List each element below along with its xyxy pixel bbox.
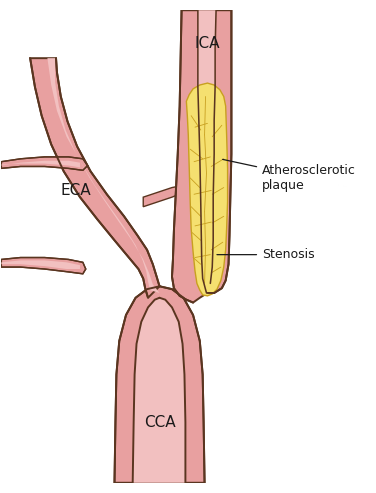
Text: ECA: ECA bbox=[61, 183, 91, 198]
Polygon shape bbox=[2, 260, 80, 269]
Polygon shape bbox=[47, 58, 159, 293]
Polygon shape bbox=[133, 298, 185, 483]
Polygon shape bbox=[2, 161, 80, 168]
Polygon shape bbox=[172, 10, 231, 303]
Polygon shape bbox=[2, 157, 88, 170]
Text: Stenosis: Stenosis bbox=[217, 248, 315, 261]
Polygon shape bbox=[30, 58, 159, 298]
Polygon shape bbox=[186, 83, 227, 296]
Text: CCA: CCA bbox=[144, 415, 175, 430]
Text: ICA: ICA bbox=[195, 36, 220, 51]
Polygon shape bbox=[198, 10, 216, 293]
Text: Atherosclerotic
plaque: Atherosclerotic plaque bbox=[223, 159, 356, 192]
Polygon shape bbox=[114, 286, 205, 483]
Polygon shape bbox=[143, 186, 179, 207]
Polygon shape bbox=[2, 257, 86, 274]
